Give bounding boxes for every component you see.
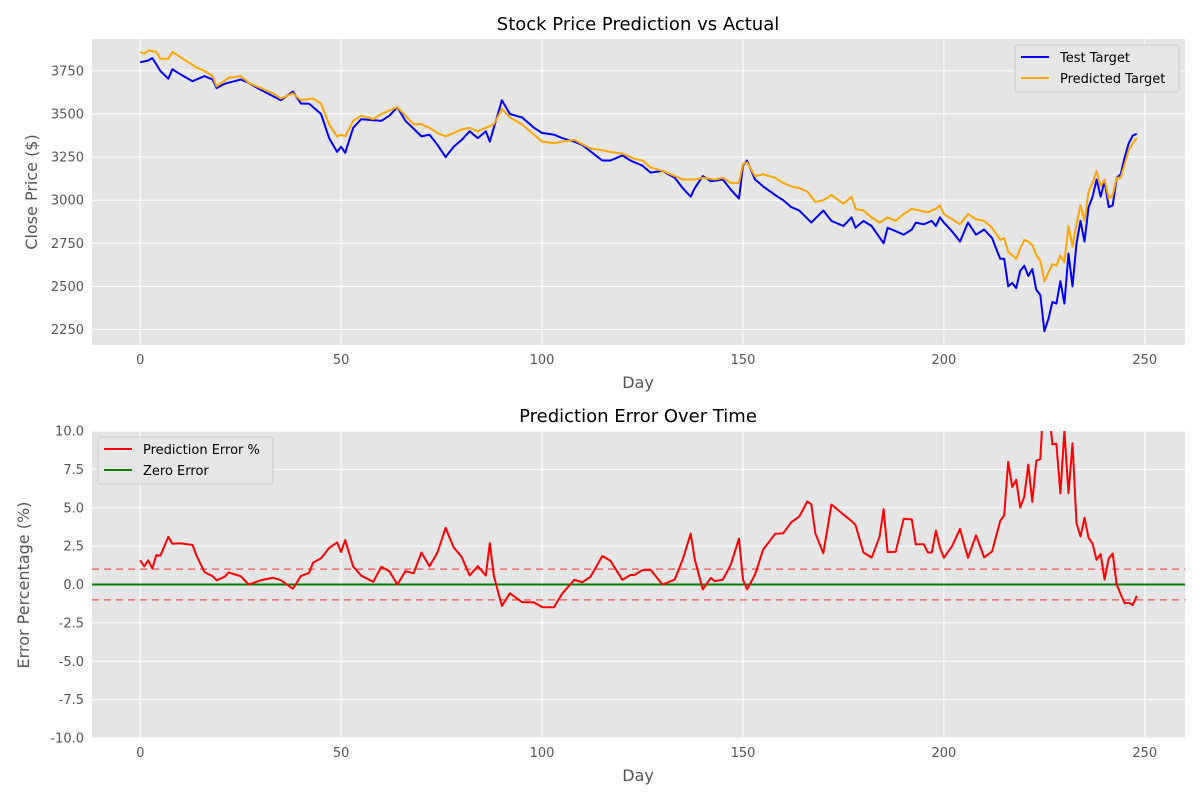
legend-label: Zero Error (143, 464, 209, 479)
y-tick-label: 3000 (51, 194, 84, 209)
y-tick-label: 10.0 (55, 425, 84, 440)
legend-box (97, 436, 274, 485)
chart-title: Stock Price Prediction vs Actual (497, 14, 779, 35)
legend: Test Target Predicted Target (1014, 44, 1180, 93)
plot-area (92, 39, 1185, 345)
x-tick-label: 150 (731, 746, 756, 761)
y-tick-label: 0.0 (63, 578, 84, 593)
y-tick-label: 7.5 (63, 463, 84, 478)
x-axis-label: Day (622, 766, 654, 785)
y-axis-label: Close Price ($) (22, 134, 41, 249)
y-tick-label: 2500 (51, 280, 84, 295)
y-tick-label: -5.0 (59, 655, 84, 670)
y-tick-label: 2250 (51, 323, 84, 338)
series-lines (92, 431, 1185, 609)
x-tick-label: 200 (931, 353, 956, 368)
legend-label: Test Target (1059, 51, 1130, 66)
y-tick-label: 3250 (51, 151, 84, 166)
series-line-test-target (139, 57, 1138, 333)
y-tick-label: -7.5 (59, 693, 84, 708)
x-tick-label: 0 (136, 353, 144, 368)
tick-labels: 0 50 100 150 200 250 2250 2500 2750 3000 3250 3500 3… (51, 64, 1157, 368)
legend-label: Prediction Error % (143, 443, 260, 458)
x-axis-label: Day (622, 373, 654, 392)
x-tick-label: 150 (731, 353, 756, 368)
x-tick-label: 100 (530, 746, 555, 761)
y-tick-label: 3500 (51, 107, 84, 122)
y-tick-label: 2750 (51, 237, 84, 252)
legend-label: Predicted Target (1060, 72, 1165, 87)
x-tick-label: 50 (333, 746, 350, 761)
x-tick-label: 250 (1132, 353, 1157, 368)
x-tick-label: 50 (333, 353, 350, 368)
legend-box (1014, 44, 1180, 93)
series-line-prediction-error (139, 431, 1138, 609)
y-tick-label: 3750 (51, 64, 84, 79)
y-axis-label: Error Percentage (%) (14, 502, 33, 669)
legend: Prediction Error % Zero Error (97, 436, 274, 485)
price-chart: 0 50 100 150 200 250 2250 2500 2750 3000 3250 3500 3… (22, 14, 1185, 392)
y-tick-label: -2.5 (59, 616, 84, 631)
error-chart: 0 50 100 150 200 250 -10.0 -7.5 -5.0 -2.5 0.0 2.5 5.… (14, 406, 1185, 785)
series-line-predicted-target (139, 49, 1138, 283)
y-tick-label: 5.0 (63, 501, 84, 516)
x-tick-label: 0 (136, 746, 144, 761)
y-tick-label: -10.0 (50, 732, 84, 747)
x-tick-label: 100 (530, 353, 555, 368)
y-tick-label: 2.5 (63, 540, 84, 555)
series-lines (139, 49, 1138, 333)
gridlines (92, 39, 1185, 345)
x-tick-label: 250 (1132, 746, 1157, 761)
x-tick-label: 200 (931, 746, 956, 761)
chart-title: Prediction Error Over Time (519, 406, 757, 427)
tick-labels: 0 50 100 150 200 250 -10.0 -7.5 -5.0 -2.5 0.0 2.5 5.… (50, 425, 1157, 762)
